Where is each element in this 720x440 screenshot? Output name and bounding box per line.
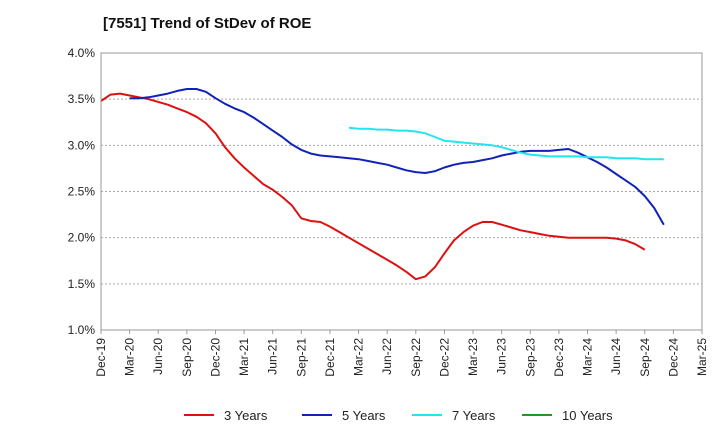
x-tick-label: Sep-20 [180, 338, 194, 377]
x-tick-label: Mar-23 [466, 338, 480, 376]
y-tick-label: 3.0% [68, 138, 96, 152]
legend: 3 Years 5 Years 7 Years 10 Years [184, 408, 613, 423]
x-tick-label: Dec-20 [208, 338, 222, 377]
x-tick-label: Dec-22 [437, 338, 451, 377]
x-tick-label: Jun-22 [380, 338, 394, 375]
chart-title: [7551] Trend of StDev of ROE [103, 15, 311, 32]
series-line-3-years [100, 92, 646, 281]
legend-label-7-years: 7 Years [452, 408, 496, 423]
y-tick-label: 1.5% [68, 277, 96, 291]
y-tick-label: 2.0% [68, 231, 96, 245]
x-tick-label: Mar-22 [352, 338, 366, 376]
x-tick-label: Sep-22 [409, 338, 423, 377]
series-line-7-years [348, 126, 664, 161]
plot-frame [100, 52, 703, 331]
y-tick-label: 3.5% [68, 92, 96, 106]
series-layer [100, 88, 665, 281]
y-axis: 1.0% 1.5% 2.0% 2.5% 3.0% 3.5% 4.0% [68, 46, 96, 337]
x-tick-label: Sep-24 [638, 338, 652, 377]
legend-label-5-years: 5 Years [342, 408, 386, 423]
x-tick-label: Mar-24 [581, 338, 595, 376]
x-tick-label: Dec-23 [552, 338, 566, 377]
x-tick-label: Sep-21 [294, 338, 308, 377]
x-tick-label: Dec-21 [323, 338, 337, 377]
y-tick-label: 4.0% [68, 46, 96, 60]
x-tick-label: Mar-21 [237, 338, 251, 376]
x-tick-label: Mar-25 [695, 338, 709, 376]
x-axis: Dec-19 Mar-20 Jun-20 Sep-20 Dec-20 Mar-21 Jun-… [94, 330, 709, 377]
series-line-5-years [129, 88, 665, 226]
y-tick-label: 2.5% [68, 185, 96, 199]
x-tick-label: Mar-20 [123, 338, 137, 376]
x-tick-label: Sep-23 [523, 338, 537, 377]
x-tick-label: Jun-21 [266, 338, 280, 375]
x-tick-label: Jun-20 [151, 338, 165, 375]
x-tick-label: Dec-24 [666, 338, 680, 377]
legend-label-3-years: 3 Years [224, 408, 268, 423]
x-tick-label: Dec-19 [94, 338, 108, 377]
grid-lines [101, 52, 702, 331]
y-tick-label: 1.0% [68, 323, 96, 337]
x-tick-label: Jun-23 [495, 338, 509, 375]
legend-label-10-years: 10 Years [562, 408, 613, 423]
x-tick-label: Jun-24 [609, 338, 623, 375]
